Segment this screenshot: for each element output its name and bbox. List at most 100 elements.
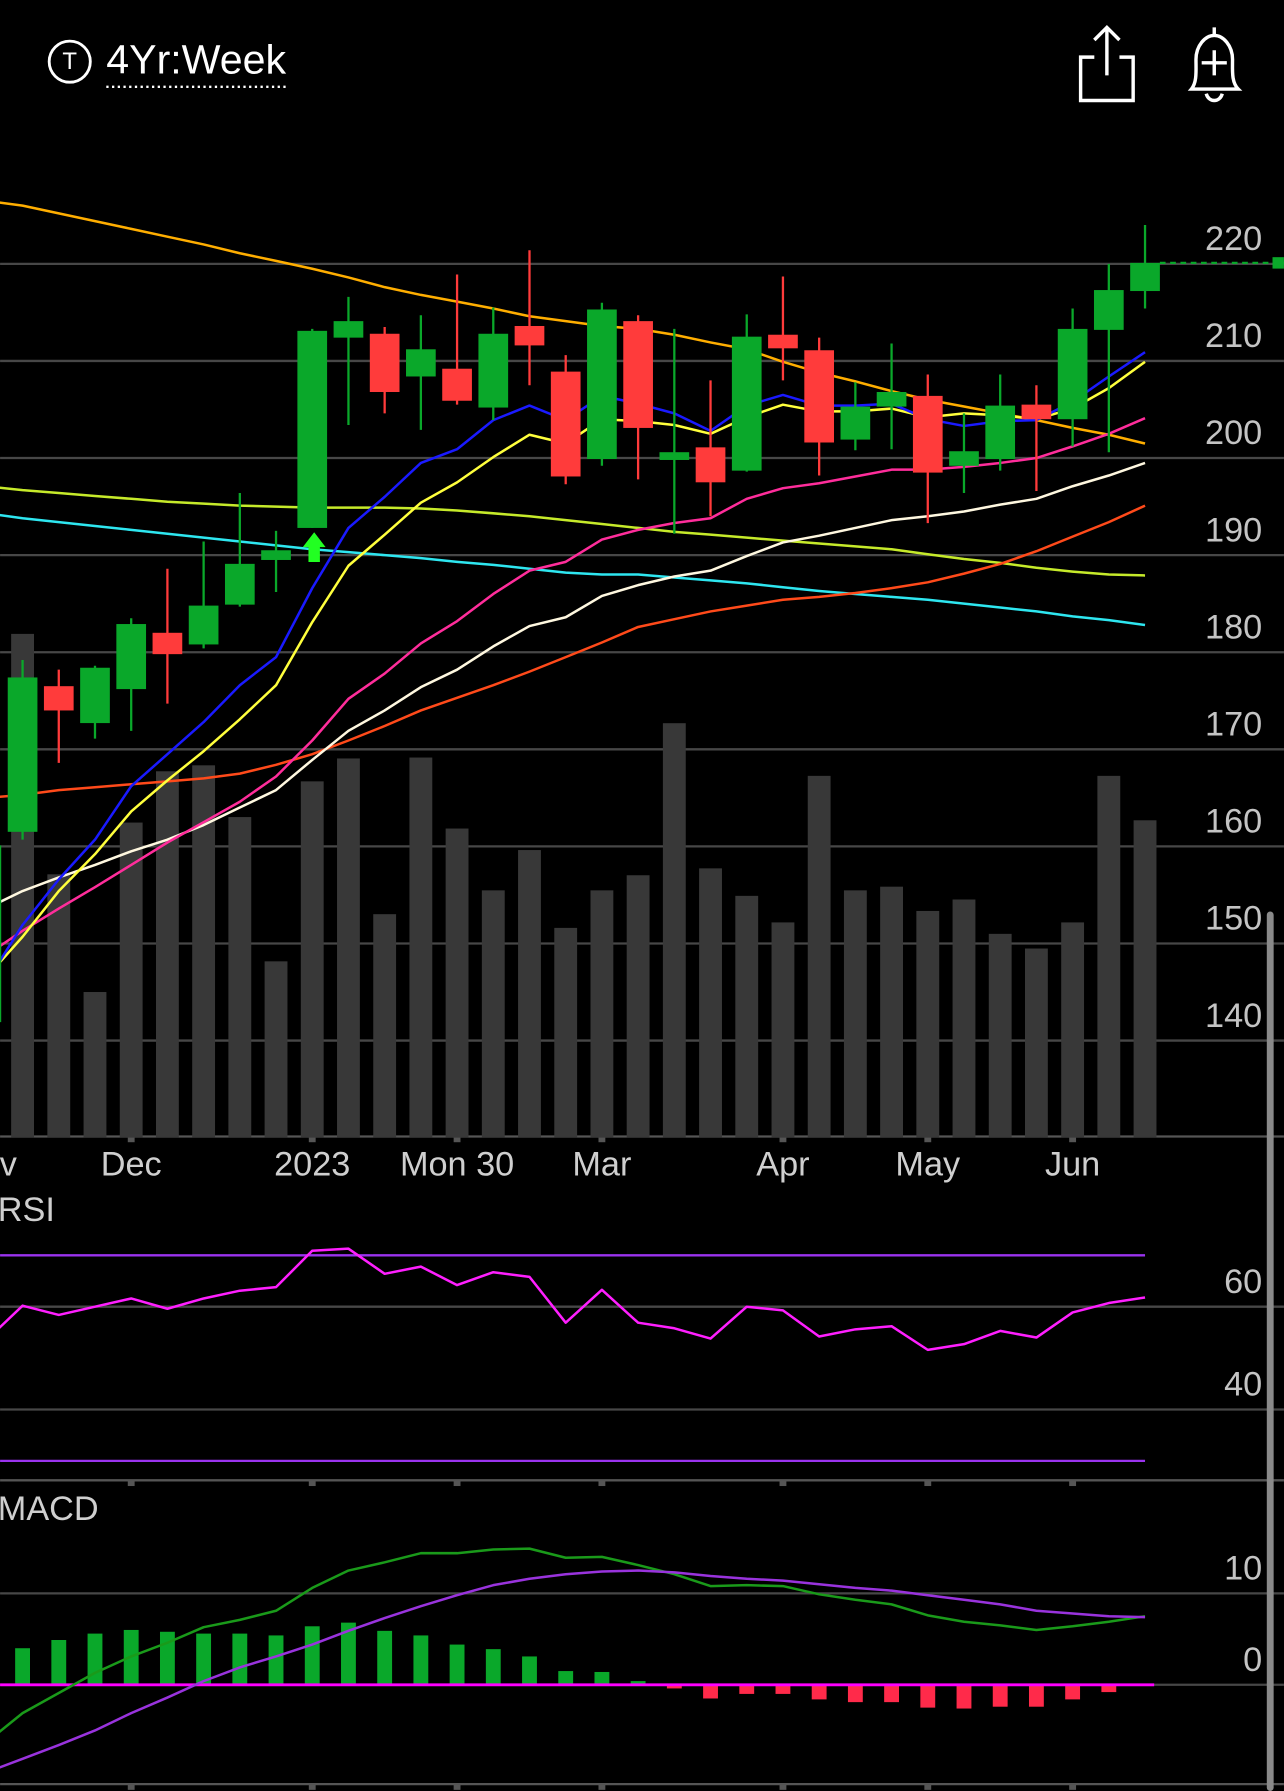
volume-bar [699, 868, 722, 1138]
x-tick [308, 1136, 316, 1143]
x-tick [598, 1136, 606, 1143]
x-tick-label: Apr [756, 1145, 809, 1183]
volume-bar [916, 910, 940, 1138]
y-tick-label: 60 [1224, 1263, 1262, 1301]
alert-button[interactable] [1187, 27, 1243, 103]
share-button[interactable] [1078, 24, 1135, 103]
timeframe-button[interactable]: T 4Yr:Week [47, 37, 287, 88]
candle-body [949, 451, 979, 466]
histogram-bar [341, 1622, 356, 1685]
volume-bar [445, 828, 469, 1138]
histogram-bar [956, 1684, 972, 1709]
candle-body [188, 605, 219, 645]
histogram-bar [703, 1684, 718, 1699]
x-tick [924, 1136, 932, 1143]
candle-body [1130, 262, 1160, 292]
volume-bar [518, 850, 541, 1138]
x-tick-label: May [895, 1145, 961, 1183]
share-box [1078, 55, 1135, 103]
panel-title: RSI [0, 1191, 55, 1229]
panel-title: MACD [0, 1490, 99, 1528]
x-tick [598, 1480, 606, 1487]
volume-bar [373, 914, 397, 1138]
candle-body [369, 333, 400, 393]
volume-bar [264, 961, 288, 1138]
histogram-bar [992, 1684, 1008, 1707]
candle-body [152, 632, 183, 655]
x-tick [779, 1480, 787, 1487]
volume-bar [1024, 948, 1048, 1138]
x-tick [1069, 1784, 1077, 1790]
candle-body [623, 321, 653, 428]
candle-body [261, 550, 291, 560]
y-tick-label: 190 [1205, 511, 1262, 549]
histogram-bar [522, 1656, 537, 1685]
y-tick-label: 160 [1205, 803, 1262, 841]
x-tick [779, 1784, 787, 1790]
x-tick [924, 1784, 932, 1790]
histogram-bar [811, 1684, 827, 1700]
x-tick [127, 1784, 135, 1790]
histogram-bar [232, 1633, 248, 1685]
volume-bar [843, 890, 867, 1138]
candle-body [297, 330, 328, 528]
candle-body [768, 334, 798, 349]
x-tick [127, 1480, 135, 1487]
histogram-bar [884, 1684, 899, 1703]
candle-body [116, 624, 147, 690]
histogram-bar [630, 1681, 646, 1685]
candle-body [695, 447, 726, 483]
bell-plus [1201, 50, 1227, 76]
series-line [0, 504, 1146, 798]
histogram-bar [15, 1648, 30, 1685]
volume-bar [735, 895, 759, 1138]
volume-bar [481, 890, 505, 1138]
candle-body [80, 667, 110, 724]
series-line [0, 201, 1146, 445]
histogram-bar [847, 1684, 863, 1703]
series-line [0, 1547, 1146, 1733]
series-line [0, 417, 1146, 948]
series-line [0, 486, 1146, 577]
volume-bar [1061, 922, 1085, 1138]
y-tick-label: 150 [1205, 900, 1262, 938]
candle-body [659, 452, 690, 460]
plot-area: 140 150 160 170 180 190 200 210 220 Nov Dec 2023 Mon… [0, 201, 1284, 1790]
candle-body [1057, 328, 1088, 420]
x-tick-label: Nov [0, 1145, 18, 1183]
x-tick-label: Dec [101, 1145, 162, 1183]
volume-bar [880, 886, 903, 1138]
histogram-bar [666, 1684, 682, 1689]
volume-bar [626, 875, 650, 1138]
series-line [0, 1247, 1146, 1352]
candle-body [224, 563, 255, 605]
histogram-bar [920, 1684, 936, 1708]
histogram-bar [196, 1633, 212, 1685]
x-tick [1069, 1136, 1077, 1143]
candle-body [804, 350, 835, 443]
candle-body [587, 309, 617, 460]
volume-bar [409, 757, 433, 1138]
volume-bar [952, 899, 976, 1138]
volume-bar [155, 771, 179, 1138]
y-tick-label: 200 [1205, 414, 1262, 452]
share-arrow [1093, 24, 1121, 76]
histogram-bar [775, 1684, 791, 1694]
volume-bar [988, 933, 1012, 1138]
histogram-bar [413, 1635, 429, 1685]
histogram-bar [1028, 1684, 1044, 1707]
last-price-marker [1272, 257, 1284, 269]
x-tick-label: Mar [572, 1145, 631, 1183]
x-tick [127, 1136, 135, 1143]
buy-signal-arrow [302, 532, 326, 562]
histogram-bar [594, 1671, 610, 1685]
volume-bar [662, 723, 686, 1138]
x-tick [308, 1480, 316, 1487]
x-tick [924, 1480, 932, 1487]
scrollbar[interactable] [1266, 911, 1274, 1791]
candle-body [43, 686, 74, 711]
candle-body [731, 336, 762, 471]
x-tick [598, 1784, 606, 1790]
y-tick-label: 40 [1224, 1366, 1262, 1404]
